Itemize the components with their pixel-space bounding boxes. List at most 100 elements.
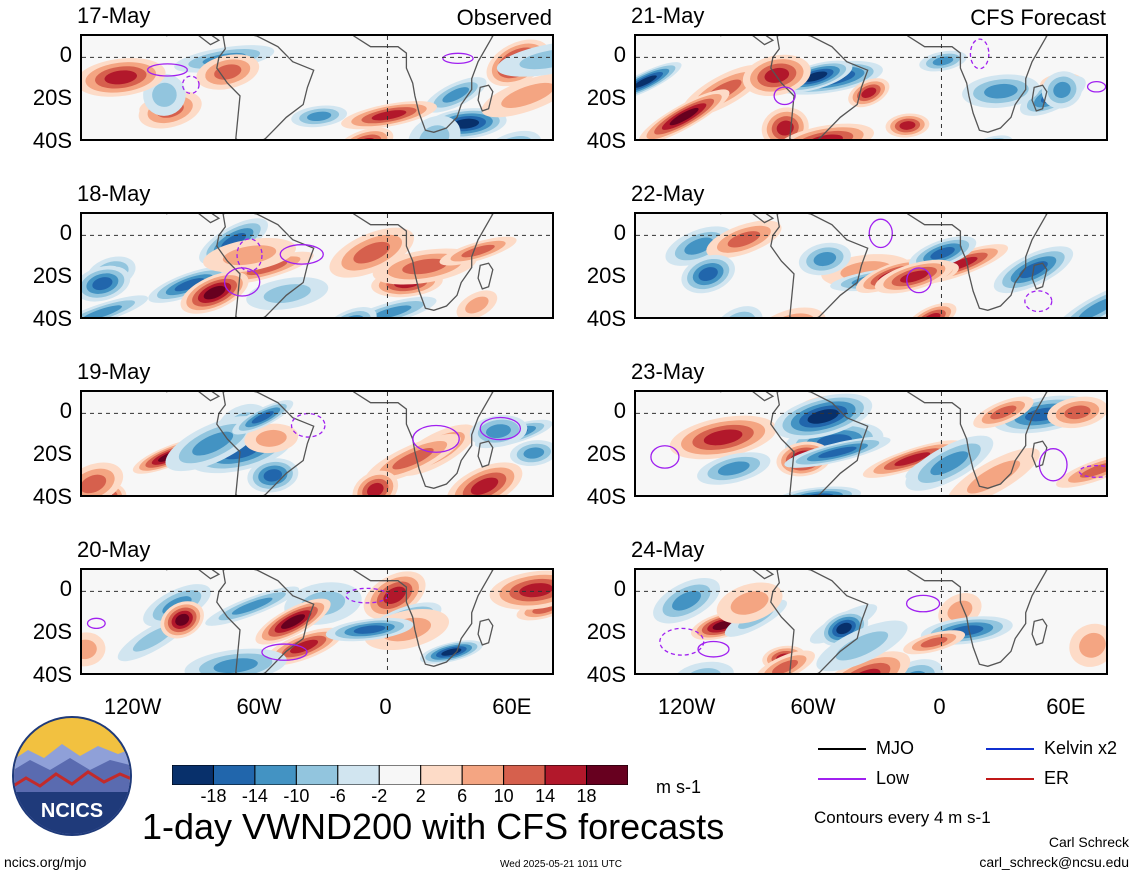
- lat-tick-label: 0: [613, 42, 626, 68]
- negative-anomaly-blob: [373, 305, 412, 317]
- coastline: [353, 36, 494, 133]
- low-contour: [290, 412, 326, 438]
- coastline: [720, 570, 775, 580]
- lon-tick-label: 120W: [103, 694, 162, 719]
- coastline: [770, 36, 869, 139]
- lon-tick-label: 60W: [790, 694, 836, 719]
- map-field: [636, 570, 1106, 673]
- negative-anomaly-blob: [419, 125, 450, 139]
- panel-date-label: 23-May: [631, 359, 705, 384]
- coastline: [477, 262, 494, 290]
- panel-date-label: 17-May: [77, 3, 151, 28]
- ncics-logo-graphic: NCICS: [12, 716, 132, 836]
- coastline: [720, 214, 775, 224]
- negative-anomaly-blob: [698, 267, 718, 282]
- low-contour: [697, 640, 730, 658]
- negative-anomaly-blob: [92, 277, 113, 291]
- positive-anomaly-blob: [922, 312, 941, 317]
- panel-date-label: 24-May: [631, 537, 705, 562]
- author-name: Carl Schreck: [1048, 834, 1129, 850]
- positive-anomaly-blob: [392, 447, 434, 470]
- lat-tick-label: 40S: [32, 484, 72, 509]
- negative-anomaly-blob: [835, 631, 889, 661]
- low-contour: [969, 38, 990, 70]
- coastline: [216, 36, 315, 139]
- positive-anomaly-blob: [470, 477, 499, 495]
- panel-tag-label: Observed: [456, 5, 552, 30]
- negative-anomaly-blob: [1078, 297, 1106, 317]
- low-contour: [1024, 290, 1053, 313]
- lon-tick-label: 60W: [236, 694, 282, 719]
- negative-anomaly-blob: [152, 82, 177, 107]
- coastline: [720, 392, 775, 402]
- logo-text: NCICS: [41, 800, 103, 822]
- coastline: [216, 392, 315, 495]
- panel-date-label: 21-May: [631, 3, 705, 28]
- low-contour: [905, 594, 941, 613]
- positive-anomaly-blob: [990, 405, 1017, 420]
- map-panel: [634, 568, 1108, 675]
- negative-anomaly-blob: [807, 409, 839, 424]
- colorbar-tick-label: 14: [535, 786, 556, 806]
- negative-anomaly-blob: [984, 83, 1018, 99]
- positive-anomaly-blob: [501, 82, 552, 108]
- colorbar-swatch: [586, 764, 629, 786]
- positive-anomaly-blob: [519, 583, 552, 598]
- coastline: [1031, 84, 1048, 112]
- lon-tick-label: 60E: [492, 694, 532, 719]
- negative-anomaly-blob: [673, 661, 734, 673]
- map-field: [636, 36, 1106, 139]
- negative-anomaly-blob: [453, 118, 480, 129]
- lat-tick-label: 20S: [32, 441, 72, 467]
- negative-anomaly-blob: [263, 469, 283, 482]
- low-contour: [261, 643, 308, 661]
- colorbar-swatch: [461, 764, 505, 786]
- negative-anomaly-blob: [813, 251, 837, 267]
- coastline: [216, 570, 315, 673]
- low-contour: [146, 63, 188, 77]
- legend-label: MJO: [876, 738, 914, 758]
- map-field: [82, 214, 552, 317]
- colorbar-swatch: [254, 764, 297, 786]
- coastline: [770, 214, 869, 317]
- lat-tick-label: 0: [59, 42, 72, 68]
- negative-anomaly-blob: [818, 446, 857, 458]
- contour-note: Contours every 4 m s-1: [814, 808, 991, 827]
- positive-anomaly-blob: [222, 245, 277, 266]
- positive-anomaly-blob: [461, 244, 495, 258]
- positive-anomaly-blob: [807, 134, 843, 139]
- low-contour: [773, 86, 796, 106]
- coastline: [1031, 440, 1048, 468]
- legend-label: Low: [876, 768, 910, 788]
- positive-anomaly-blob: [281, 614, 306, 629]
- positive-anomaly-blob: [246, 260, 288, 276]
- panel-date-label: 19-May: [77, 359, 151, 384]
- lat-tick-label: 20S: [32, 619, 72, 645]
- coastline: [770, 570, 869, 673]
- colorbar-swatch: [378, 764, 422, 786]
- lat-tick-label: 20S: [586, 441, 626, 467]
- negative-anomaly-blob: [836, 622, 852, 635]
- map-panel: [634, 212, 1108, 319]
- negative-anomaly-blob: [803, 71, 828, 82]
- positive-anomaly-blob: [920, 637, 948, 648]
- legend-line-sample: [986, 748, 1034, 750]
- coastline: [907, 570, 1048, 667]
- negative-anomaly-blob: [213, 658, 258, 673]
- lat-tick-label: 20S: [32, 263, 72, 289]
- low-contour: [412, 424, 460, 453]
- lat-tick-label: 40S: [586, 128, 626, 153]
- positive-anomaly-blob: [367, 482, 384, 495]
- colorbar-swatch: [212, 764, 256, 786]
- negative-anomaly-blob: [485, 424, 511, 439]
- coastline: [353, 392, 494, 489]
- site-url: ncics.org/mjo: [4, 854, 87, 870]
- coastline: [166, 570, 221, 580]
- positive-anomaly-blob: [104, 70, 138, 85]
- colorbar-tick-label: -18: [200, 786, 227, 806]
- lon-tick-label: 60E: [1046, 694, 1086, 719]
- positive-anomaly-blob: [772, 659, 799, 673]
- coastline: [216, 214, 315, 317]
- lat-tick-label: 20S: [586, 619, 626, 645]
- map-panel: [634, 390, 1108, 497]
